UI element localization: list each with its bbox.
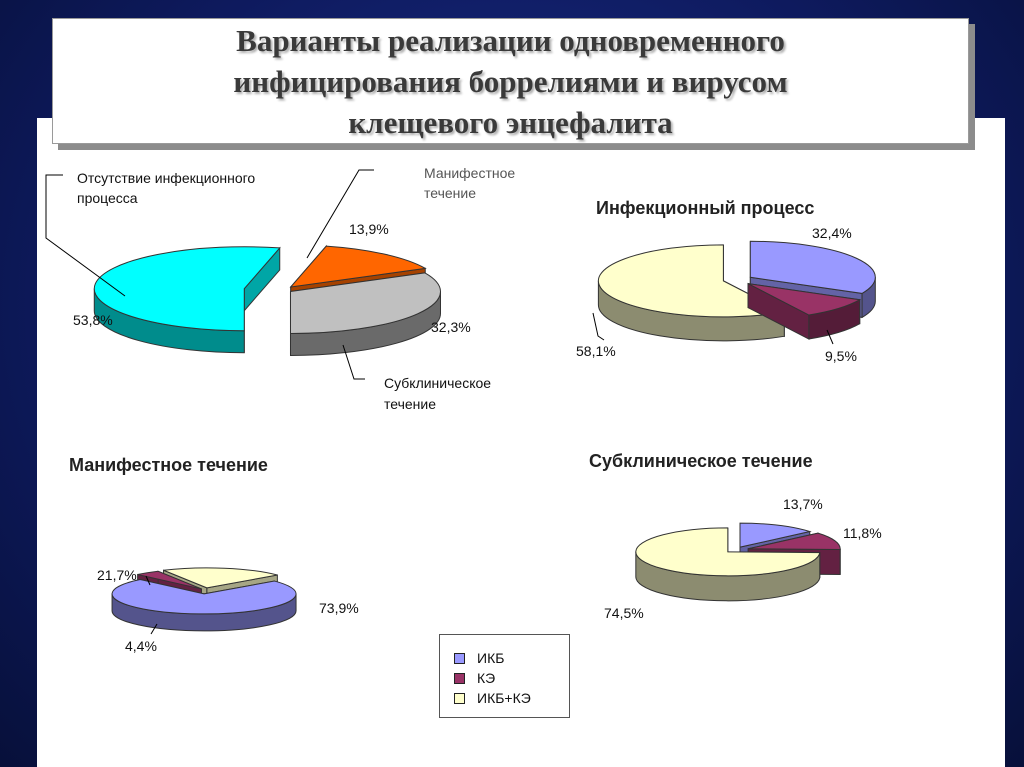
data-label-ikb-2: 32,4% [812,225,852,241]
data-label-absent: 53,8% [73,312,113,328]
legend-item-ikb: ИКБ [454,650,504,666]
category-label-absent-1: Отсутствие инфекционного [77,170,255,186]
pie-slice-overall-отсутствие-инфекционного-процесса [93,246,281,354]
slice-top-infection-икб-кэ [597,244,786,318]
leader-line-absent [45,174,126,297]
leader-line-ke-2 [826,329,834,345]
category-label-manifest-2: течение [424,185,476,201]
slice-top-manifest-кэ [137,570,202,590]
data-label-subclinical: 32,3% [431,319,471,335]
slice-top-overall-манифестное-течение [289,245,427,288]
data-label-ke-4: 11,8% [843,525,882,541]
legend-label-ke: КЭ [477,670,496,686]
slice-top-infection-икб [749,240,876,294]
leader-line-manifest [306,169,374,259]
leader-line-ke-3 [150,623,158,635]
data-label-ke-3: 4,4% [125,638,157,654]
data-label-manifest: 13,9% [349,221,389,237]
legend-swatch-ke [454,672,465,684]
leader-line-ikb-ke-3 [145,575,151,586]
pie-chart-overall: Отсутствие инфекционного процесса Манифе… [45,165,515,412]
pie-slice-infection-кэ [747,282,862,340]
slice-top-subclinical-икб [739,522,812,548]
data-label-ikb-3: 73,9% [319,600,359,616]
pie-slice-manifest-икб [111,578,297,632]
category-label-subclinical-2: течение [384,396,436,412]
data-label-ikb-ke-2: 58,1% [576,343,616,359]
pie-chart-subclinical: Субклиническое течение 13,7% 11,8% 74,5% [589,451,882,621]
pie-chart-manifest: Манифестное течение 73,9% 4,4% 21,7% [69,455,359,654]
slice-top-subclinical-кэ [748,532,841,551]
pie-slice-subclinical-икб-кэ [635,527,821,602]
chart-title-subclinical: Субклиническое течение [589,451,813,471]
category-label-subclinical-1: Субклиническое [384,375,491,391]
slice-top-manifest-икб [111,578,297,615]
category-label-absent-2: процесса [77,190,138,206]
data-label-ikb-ke-4: 74,5% [604,605,644,621]
legend-swatch-ikb-ke [454,692,465,704]
legend: ИКБ КЭ ИКБ+КЭ [439,634,570,718]
leader-line-subclinical [342,344,365,380]
slice-top-manifest-икб-кэ [163,567,278,589]
slice-top-overall-отсутствие-инфекционного-процесса [93,246,281,332]
slide-title: Варианты реализации одновременного инфиц… [233,22,788,140]
legend-swatch-ikb [454,652,465,664]
legend-label-ikb-ke: ИКБ+КЭ [477,690,531,706]
data-label-ikb-4: 13,7% [783,496,823,512]
slice-top-infection-кэ [747,283,862,316]
slice-top-overall-субклиническое-течение [289,272,441,334]
leader-line-ikb-ke-2 [592,312,605,341]
category-label-manifest-1: Манифестное [424,165,515,181]
legend-item-ikb-ke: ИКБ+КЭ [454,690,531,706]
data-label-ikb-ke-3: 21,7% [97,567,137,583]
legend-item-ke: КЭ [454,670,495,686]
title-box: Варианты реализации одновременного инфиц… [52,18,969,144]
pie-slice-overall-субклиническое-течение [289,272,441,356]
pie-chart-infection-process: Инфекционный процесс 32,4% 9,5% 58,1% [576,198,876,364]
data-label-ke-2: 9,5% [825,348,857,364]
legend-label-ikb: ИКБ [477,650,505,666]
chart-title-infection-process: Инфекционный процесс [596,198,814,218]
slice-top-subclinical-икб-кэ [635,527,821,577]
chart-title-manifest: Манифестное течение [69,455,268,475]
